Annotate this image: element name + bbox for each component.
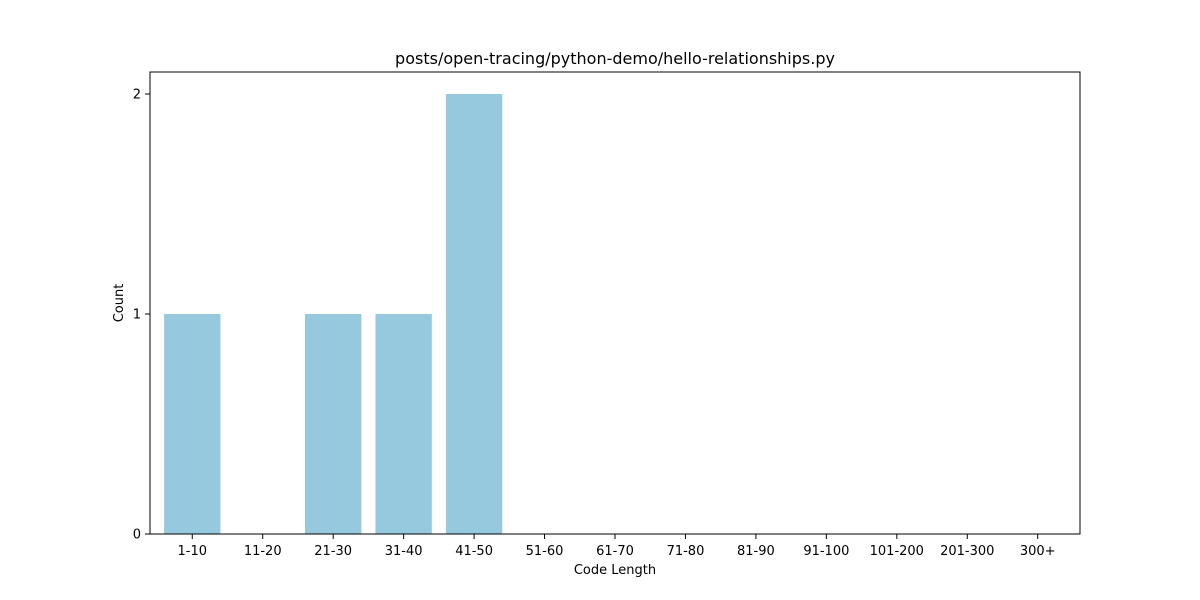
x-axis-ticks: 1-10 11-20 21-30 31-40 41-50 51-60 61-70 71-80 8… (178, 534, 1056, 559)
x-tick-label: 201-300 (940, 544, 994, 559)
x-tick-label: 1-10 (178, 544, 208, 559)
x-tick-label: 101-200 (870, 544, 924, 559)
x-tick-label: 41-50 (455, 544, 493, 559)
x-tick-label: 51-60 (526, 544, 564, 559)
bars-group (164, 94, 503, 534)
x-tick-label: 300+ (1020, 544, 1056, 559)
x-tick-label: 61-70 (596, 544, 634, 559)
x-tick-label: 31-40 (385, 544, 423, 559)
x-tick-label: 91-100 (803, 544, 849, 559)
chart-title: posts/open-tracing/python-demo/hello-rel… (395, 49, 835, 68)
x-tick-label: 81-90 (737, 544, 775, 559)
bar-21-30 (305, 314, 362, 534)
x-tick-label: 21-30 (314, 544, 352, 559)
plot-frame (149, 71, 1081, 535)
bar-31-40 (375, 314, 432, 534)
x-tick-label: 11-20 (244, 544, 282, 559)
bar-1-10 (164, 314, 221, 534)
x-axis-label: Code Length (574, 563, 656, 578)
y-axis-ticks: 0 1 2 (133, 88, 150, 543)
y-tick-label: 0 (133, 528, 141, 543)
y-tick-label: 2 (133, 88, 141, 103)
bar-41-50 (445, 94, 503, 534)
x-tick-label: 71-80 (667, 544, 705, 559)
y-axis-label: Count (112, 284, 127, 323)
y-tick-label: 1 (133, 308, 141, 323)
